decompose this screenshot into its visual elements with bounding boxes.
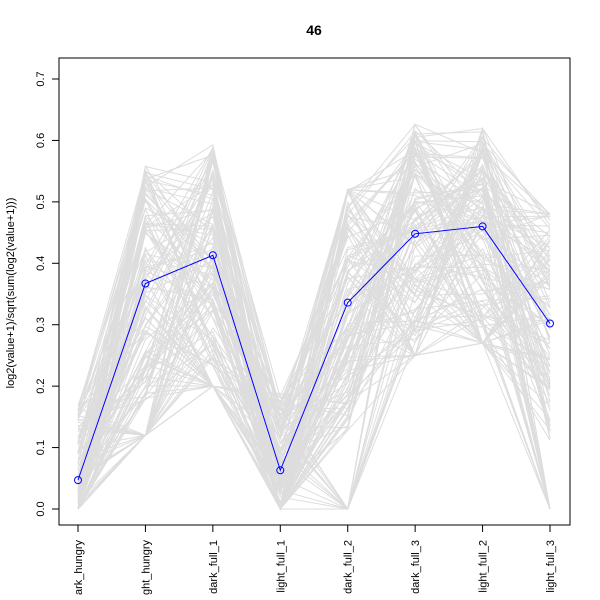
series-line bbox=[77, 225, 551, 481]
background-line bbox=[77, 172, 551, 510]
background-line bbox=[77, 149, 551, 479]
background-line bbox=[77, 142, 551, 429]
x-tick-label: ght_hungry bbox=[140, 540, 152, 596]
background-line bbox=[77, 135, 551, 493]
background-line bbox=[77, 273, 551, 494]
background-line bbox=[77, 159, 551, 464]
background-line bbox=[77, 129, 551, 511]
background-line bbox=[77, 172, 551, 508]
background-line bbox=[77, 162, 551, 511]
background-line bbox=[77, 143, 551, 477]
background-line bbox=[77, 207, 551, 511]
series-point bbox=[74, 476, 82, 485]
background-line bbox=[77, 205, 551, 511]
background-line bbox=[77, 193, 551, 511]
background-line bbox=[77, 145, 551, 511]
background-line bbox=[77, 150, 551, 511]
background-line bbox=[77, 144, 551, 511]
background-line bbox=[77, 141, 551, 463]
x-tick-label: dark_full_3 bbox=[410, 540, 422, 594]
background-line bbox=[77, 165, 551, 476]
series-point bbox=[546, 319, 554, 328]
background-line bbox=[77, 200, 551, 511]
series-point bbox=[208, 251, 217, 260]
background-line bbox=[77, 225, 551, 488]
background-line bbox=[77, 168, 551, 511]
x-tick-label: light_full_3 bbox=[545, 540, 557, 593]
y-tick-label: 0.3 bbox=[35, 317, 47, 332]
y-tick-label: 0.6 bbox=[35, 133, 47, 148]
y-tick-label: 0.5 bbox=[35, 194, 47, 209]
background-line bbox=[77, 155, 551, 511]
background-line bbox=[77, 173, 551, 511]
background-line bbox=[77, 255, 551, 493]
background-line bbox=[77, 189, 551, 511]
x-tick-label: dark_full_2 bbox=[343, 540, 355, 594]
x-axis: ark_hungry ght_hungry dark_full_1 light_ful… bbox=[73, 524, 557, 596]
background-line bbox=[77, 207, 551, 510]
y-tick-label: 0.2 bbox=[35, 378, 47, 393]
background-line bbox=[77, 158, 551, 511]
background-line bbox=[77, 213, 551, 511]
background-line bbox=[77, 148, 551, 510]
y-tick-label: 0.7 bbox=[35, 71, 47, 86]
background-line bbox=[77, 131, 551, 510]
background-line bbox=[77, 150, 551, 510]
background-line bbox=[77, 208, 551, 510]
series-point bbox=[141, 279, 150, 288]
x-tick-label: light_full_1 bbox=[275, 540, 287, 593]
y-axis: 0.0 0.1 0.2 0.3 0.4 0.5 0.6 0.7 bbox=[35, 71, 60, 517]
y-axis-label: log2(value+1)/sqrt(sum(log2(value+1))) bbox=[5, 198, 17, 389]
background-line bbox=[77, 134, 551, 510]
background-series-lines bbox=[77, 123, 551, 511]
background-line bbox=[77, 230, 551, 510]
background-line bbox=[77, 165, 551, 510]
x-tick-label: light_full_2 bbox=[478, 540, 490, 593]
x-tick-label: dark_full_1 bbox=[208, 540, 220, 594]
y-tick-label: 0.1 bbox=[35, 440, 47, 455]
series-point bbox=[276, 466, 285, 475]
main-series bbox=[74, 222, 554, 485]
y-tick-label: 0.0 bbox=[35, 501, 47, 516]
series-point bbox=[478, 222, 487, 231]
series-point bbox=[343, 298, 352, 307]
chart-title: 46 bbox=[306, 22, 322, 38]
background-line bbox=[77, 149, 551, 510]
x-tick-label: ark_hungry bbox=[73, 540, 85, 596]
background-line bbox=[77, 140, 551, 511]
y-tick-label: 0.4 bbox=[35, 256, 47, 271]
background-line bbox=[77, 136, 551, 510]
series-point bbox=[411, 229, 420, 238]
background-line bbox=[77, 168, 551, 488]
